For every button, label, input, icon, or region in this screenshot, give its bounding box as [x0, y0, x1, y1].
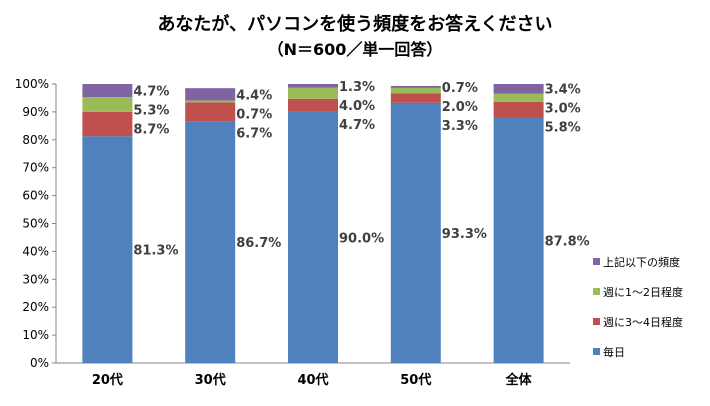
data-label: 3.4%	[545, 83, 581, 98]
data-label: 3.0%	[545, 102, 581, 117]
bar-segment	[288, 84, 338, 88]
bar-segment	[185, 121, 236, 364]
bar-segment	[390, 102, 441, 364]
bar-segment	[493, 118, 544, 364]
data-label: 5.8%	[545, 121, 581, 136]
bar-segment	[288, 111, 338, 364]
legend-swatch	[593, 288, 600, 295]
y-tick-label: 90%	[22, 105, 49, 119]
data-label: 4.0%	[339, 99, 375, 114]
y-tick-label: 60%	[22, 189, 49, 203]
y-tick-label: 40%	[22, 244, 49, 258]
bar-segment	[82, 84, 133, 98]
legend-label: 毎日	[603, 346, 625, 359]
x-tick-label: 50代	[400, 372, 431, 388]
x-tick-label: 20代	[92, 372, 123, 388]
bar-segment	[493, 93, 544, 102]
legend-label: 上記以下の頻度	[603, 255, 680, 269]
y-tick-label: 100%	[15, 77, 49, 91]
bar-segment	[288, 87, 338, 99]
data-label: 0.7%	[442, 81, 478, 96]
data-label: 81.3%	[133, 244, 178, 259]
legend-swatch	[593, 348, 600, 355]
data-label: 4.7%	[339, 118, 375, 133]
bar-segment	[185, 88, 236, 101]
bar-segment	[390, 85, 441, 88]
bar-segment	[82, 136, 133, 363]
legend-swatch	[593, 258, 600, 265]
y-tick-label: 10%	[22, 328, 49, 342]
y-tick-label: 20%	[22, 300, 49, 314]
bar-segment	[82, 97, 133, 112]
y-tick-label: 80%	[22, 133, 49, 147]
chart-subtitle: （N＝600／単一回答）	[267, 40, 443, 59]
chart-title: あなたが、パソコンを使う頻度をお答えください	[157, 14, 553, 35]
y-tick-label: 50%	[22, 217, 49, 231]
bar-segment	[493, 84, 544, 94]
data-label: 4.4%	[236, 88, 272, 103]
data-label: 90.0%	[339, 231, 384, 246]
x-tick-label: 30代	[195, 372, 226, 388]
data-label: 2.0%	[442, 100, 478, 115]
legend-label: 週に3～4日程度	[603, 315, 683, 329]
y-tick-label: 70%	[22, 161, 49, 175]
data-label: 5.3%	[133, 104, 169, 119]
data-label: 6.7%	[236, 126, 272, 141]
bar-segment	[493, 101, 544, 119]
bar-segment	[185, 102, 236, 122]
data-label: 4.7%	[133, 85, 169, 100]
legend-label: 週に1～2日程度	[603, 285, 683, 299]
bar-segment	[185, 100, 236, 103]
legend-swatch	[593, 318, 600, 325]
y-tick-label: 0%	[30, 356, 49, 370]
bar-segment	[288, 98, 338, 112]
x-tick-label: 全体	[505, 372, 533, 388]
bar-segment	[390, 93, 441, 103]
bar-segment	[390, 87, 441, 94]
x-tick-label: 40代	[297, 372, 328, 388]
data-label: 93.3%	[442, 227, 487, 242]
bar-segment	[82, 111, 133, 137]
data-label: 87.8%	[545, 235, 590, 250]
data-label: 8.7%	[133, 123, 169, 138]
data-label: 3.3%	[442, 119, 478, 134]
y-tick-label: 30%	[22, 272, 49, 286]
data-label: 0.7%	[236, 107, 272, 122]
data-label: 86.7%	[236, 236, 281, 251]
data-label: 1.3%	[339, 80, 375, 95]
